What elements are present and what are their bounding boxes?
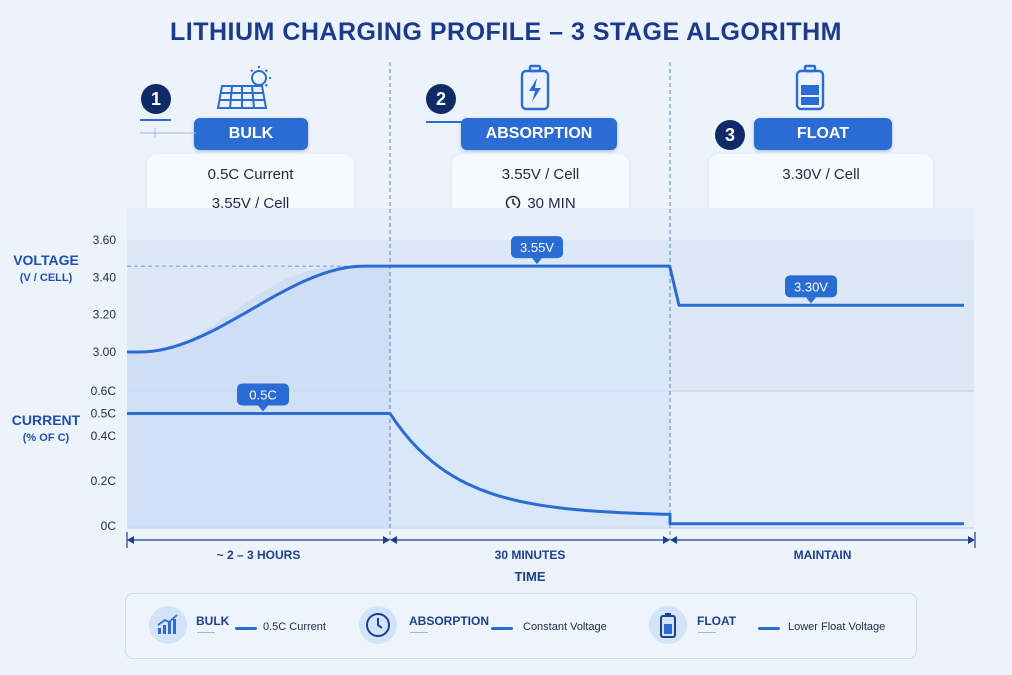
time-segment-label: MAINTAIN	[794, 548, 852, 562]
legend-item-name: BULK	[196, 614, 230, 628]
voltage-series-line	[127, 264, 964, 354]
voltage-axis-title: VOLTAGE (V / CELL)	[6, 252, 86, 284]
voltage-badge-absorption-pointer	[532, 258, 542, 265]
legend: BULK 0.5C Current ABSORPTION Constant Volta…	[125, 593, 917, 659]
legend-underline	[410, 632, 428, 633]
voltage-axis-label: VOLTAGE	[13, 252, 79, 268]
clock-icon	[359, 606, 397, 644]
voltage-badge-absorption-bg	[511, 236, 563, 259]
legend-item-text: 0.5C Current	[263, 621, 326, 633]
stage-1-line-2: 3.55V / Cell	[211, 195, 290, 212]
voltage-tick-label: 3.40	[93, 270, 117, 284]
current-tick-label: 0C	[101, 519, 117, 533]
legend-line-swatch	[758, 627, 780, 630]
legend-item-text: Constant Voltage	[523, 621, 607, 633]
stage-float-button[interactable]: FLOAT	[754, 118, 892, 150]
stage-1-line-1: 0.5C Current	[207, 166, 294, 183]
current-badge-bulk-bg	[237, 383, 289, 406]
current-axis-label: CURRENT	[11, 412, 81, 428]
current-badge-bulk-pointer	[258, 405, 268, 412]
legend-line-swatch	[235, 627, 257, 630]
stage-2-line-2: 30 MIN	[527, 195, 576, 212]
time-span-bulk-left-head	[127, 536, 134, 544]
page-title: LITHIUM CHARGING PROFILE – 3 STAGE ALGOR…	[170, 18, 842, 46]
time-span-absorption-right-head	[663, 536, 670, 544]
battery-full-icon	[795, 64, 825, 111]
voltage-badge-float: 3.30V	[794, 279, 828, 294]
current-badge-bulk: 0.5C	[249, 388, 276, 403]
solar-panel-icon	[216, 66, 271, 109]
legend-item-name: FLOAT	[697, 614, 737, 628]
voltage-tick-label: 3.00	[93, 345, 117, 359]
stage-2-number: 2	[426, 84, 456, 114]
current-axis-unit: (% OF C)	[22, 432, 70, 444]
time-axis-title: TIME	[514, 569, 545, 584]
legend-item-name: ABSORPTION	[409, 614, 490, 628]
voltage-tick-label: 3.60	[93, 233, 117, 247]
voltage-badge-float-pointer	[806, 297, 816, 304]
chart-growth-icon	[149, 606, 187, 644]
legend-underline	[698, 632, 716, 633]
time-span-bulk-right-head	[383, 536, 390, 544]
stage-absorption-button[interactable]: ABSORPTION	[461, 118, 617, 150]
battery-charging-icon	[520, 64, 550, 111]
time-span-float-right-head	[968, 536, 975, 544]
stage-2-line-1: 3.55V / Cell	[501, 166, 580, 183]
voltage-badge-float-bg	[785, 275, 837, 298]
stage-1-number: 1	[141, 84, 171, 114]
current-tick-label: 0.6C	[91, 384, 117, 398]
voltage-badge-absorption: 3.55V	[520, 240, 554, 255]
voltage-axis-unit: (V / CELL)	[19, 272, 73, 284]
current-tick-label: 0.2C	[91, 474, 117, 488]
current-tick-label: 0.4C	[91, 429, 117, 443]
time-span-float-left-head	[670, 536, 677, 544]
stage-bulk-button[interactable]: BULK	[194, 118, 308, 150]
stage-3-number: 3	[715, 120, 745, 150]
current-axis-title: CURRENT (% OF C)	[6, 412, 86, 444]
legend-underline	[197, 632, 215, 633]
stage-3-line-1: 3.30V / Cell	[782, 166, 860, 183]
battery-icon	[649, 606, 687, 644]
current-tick-label: 0.5C	[91, 407, 117, 421]
voltage-tick-label: 3.20	[93, 308, 117, 322]
current-series-line	[127, 412, 964, 526]
legend-item-text: Lower Float Voltage	[788, 621, 886, 633]
time-span-absorption-left-head	[390, 536, 397, 544]
legend-line-swatch	[491, 627, 513, 630]
time-segment-label: ~ 2 – 3 HOURS	[217, 548, 301, 562]
absorption-area-fill	[390, 266, 670, 528]
time-segment-label: 30 MINUTES	[495, 548, 566, 562]
